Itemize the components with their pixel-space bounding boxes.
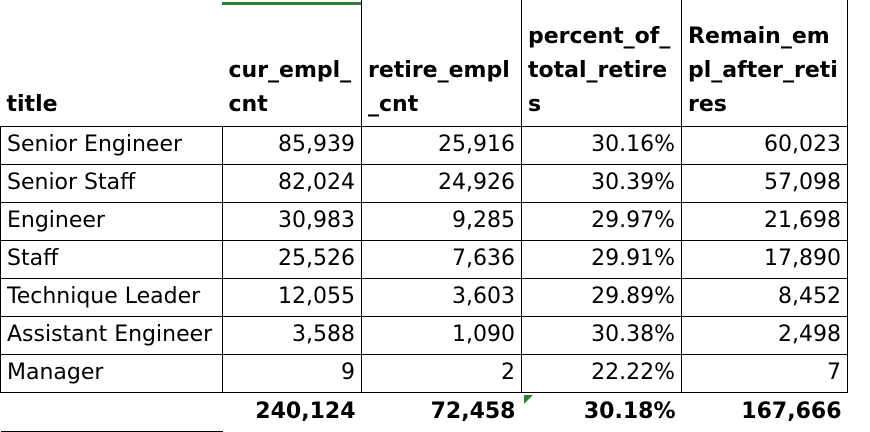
cell-retire-empl-cnt[interactable]: 7,636 (362, 240, 522, 278)
cell-cur-empl-cnt[interactable]: 3,588 (223, 316, 362, 354)
total-remain[interactable]: 167,666 (682, 392, 848, 431)
cell-title[interactable]: Senior Engineer (1, 126, 223, 164)
cell-retire-empl-cnt[interactable]: 2 (362, 354, 522, 392)
cell-title[interactable]: Senior Staff (1, 164, 223, 202)
cell-retire-empl-cnt[interactable]: 24,926 (362, 164, 522, 202)
cell-percent[interactable]: 30.39% (522, 164, 682, 202)
total-retire-empl-cnt[interactable]: 72,458 (362, 392, 522, 431)
cell-remain[interactable]: 17,890 (682, 240, 848, 278)
cell-percent[interactable]: 29.91% (522, 240, 682, 278)
cell-cur-empl-cnt[interactable]: 82,024 (223, 164, 362, 202)
total-cur-empl-cnt[interactable]: 240,124 (223, 392, 362, 431)
cell-percent[interactable]: 29.97% (522, 202, 682, 240)
retirement-table: title cur_empl_cnt retire_empl_cnt perce… (0, 0, 848, 432)
comment-indicator-icon (524, 395, 533, 404)
cell-remain[interactable]: 60,023 (682, 126, 848, 164)
cell-remain[interactable]: 57,098 (682, 164, 848, 202)
total-percent[interactable]: 30.18% (522, 392, 682, 431)
cell-title[interactable]: Staff (1, 240, 223, 278)
totals-row: 240,124 72,458 30.18% 167,666 (1, 392, 848, 431)
cell-total-label[interactable] (1, 392, 223, 431)
header-title[interactable]: title (1, 0, 223, 126)
cell-title[interactable]: Technique Leader (1, 278, 223, 316)
cell-retire-empl-cnt[interactable]: 25,916 (362, 126, 522, 164)
cell-retire-empl-cnt[interactable]: 9,285 (362, 202, 522, 240)
selected-cell-indicator (222, 2, 361, 5)
table-row: Senior Engineer 85,939 25,916 30.16% 60,… (1, 126, 848, 164)
cell-percent[interactable]: 22.22% (522, 354, 682, 392)
cell-title[interactable]: Manager (1, 354, 223, 392)
cell-cur-empl-cnt[interactable]: 9 (223, 354, 362, 392)
cell-cur-empl-cnt[interactable]: 12,055 (223, 278, 362, 316)
header-percent-of-total-retires[interactable]: percent_of_total_retires (522, 0, 682, 126)
table-row: Staff 25,526 7,636 29.91% 17,890 (1, 240, 848, 278)
header-row: title cur_empl_cnt retire_empl_cnt perce… (1, 0, 848, 126)
table-row: Engineer 30,983 9,285 29.97% 21,698 (1, 202, 848, 240)
cell-cur-empl-cnt[interactable]: 85,939 (223, 126, 362, 164)
cell-percent[interactable]: 30.16% (522, 126, 682, 164)
table-row: Manager 9 2 22.22% 7 (1, 354, 848, 392)
cell-retire-empl-cnt[interactable]: 1,090 (362, 316, 522, 354)
cell-remain[interactable]: 21,698 (682, 202, 848, 240)
cell-remain[interactable]: 2,498 (682, 316, 848, 354)
cell-remain[interactable]: 7 (682, 354, 848, 392)
cell-percent[interactable]: 29.89% (522, 278, 682, 316)
header-cur-empl-cnt[interactable]: cur_empl_cnt (223, 0, 362, 126)
cell-percent[interactable]: 30.38% (522, 316, 682, 354)
cell-retire-empl-cnt[interactable]: 3,603 (362, 278, 522, 316)
table-row: Assistant Engineer 3,588 1,090 30.38% 2,… (1, 316, 848, 354)
header-remain-empl-after-retires[interactable]: Remain_empl_after_retires (682, 0, 848, 126)
header-retire-empl-cnt[interactable]: retire_empl_cnt (362, 0, 522, 126)
cell-remain[interactable]: 8,452 (682, 278, 848, 316)
cell-title[interactable]: Engineer (1, 202, 223, 240)
cell-cur-empl-cnt[interactable]: 25,526 (223, 240, 362, 278)
table-row: Senior Staff 82,024 24,926 30.39% 57,098 (1, 164, 848, 202)
cell-cur-empl-cnt[interactable]: 30,983 (223, 202, 362, 240)
cell-title[interactable]: Assistant Engineer (1, 316, 223, 354)
table-row: Technique Leader 12,055 3,603 29.89% 8,4… (1, 278, 848, 316)
